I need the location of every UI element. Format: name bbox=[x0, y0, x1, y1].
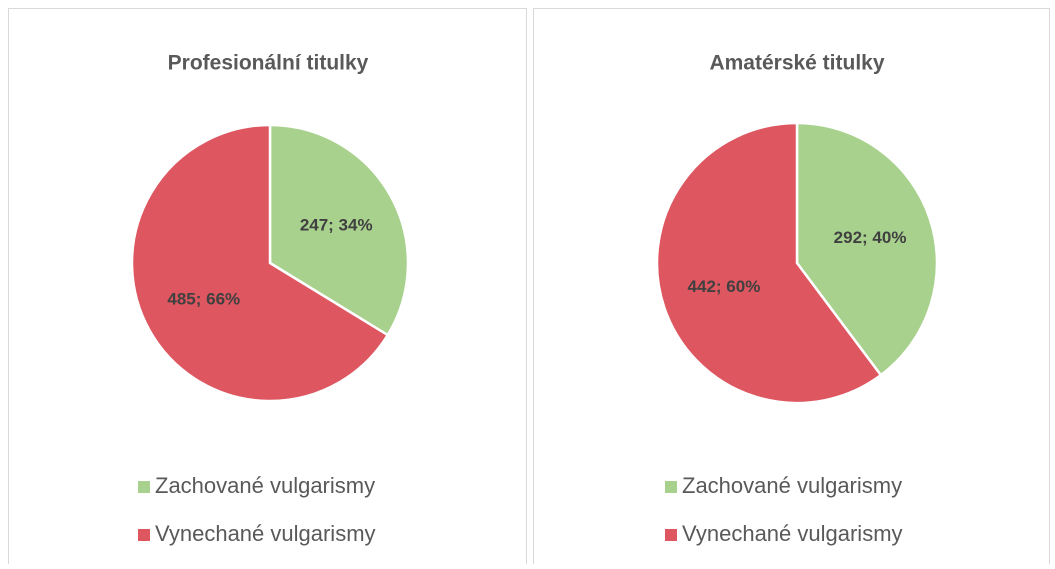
legend-label: Zachované vulgarismy bbox=[155, 473, 375, 498]
pie-slice bbox=[655, 121, 883, 405]
legend-label: Zachované vulgarismy bbox=[682, 473, 902, 498]
data-label: 485; 66% bbox=[167, 290, 240, 309]
data-label: 292; 40% bbox=[834, 228, 907, 247]
chart-title: Profesionální titulky bbox=[168, 52, 369, 75]
pie-slice bbox=[130, 123, 390, 403]
legend-marker bbox=[665, 481, 677, 493]
pie-slice bbox=[268, 123, 410, 337]
legend-marker bbox=[665, 529, 677, 541]
legend-marker bbox=[138, 529, 150, 541]
chart-title: Amatérské titulky bbox=[709, 52, 884, 75]
pie-slice bbox=[795, 121, 939, 377]
legend-label: Vynechané vulgarismy bbox=[155, 521, 376, 546]
data-label: 247; 34% bbox=[300, 215, 373, 234]
legend-label: Vynechané vulgarismy bbox=[682, 521, 903, 546]
data-label: 442; 60% bbox=[688, 277, 761, 296]
legend-marker bbox=[138, 481, 150, 493]
